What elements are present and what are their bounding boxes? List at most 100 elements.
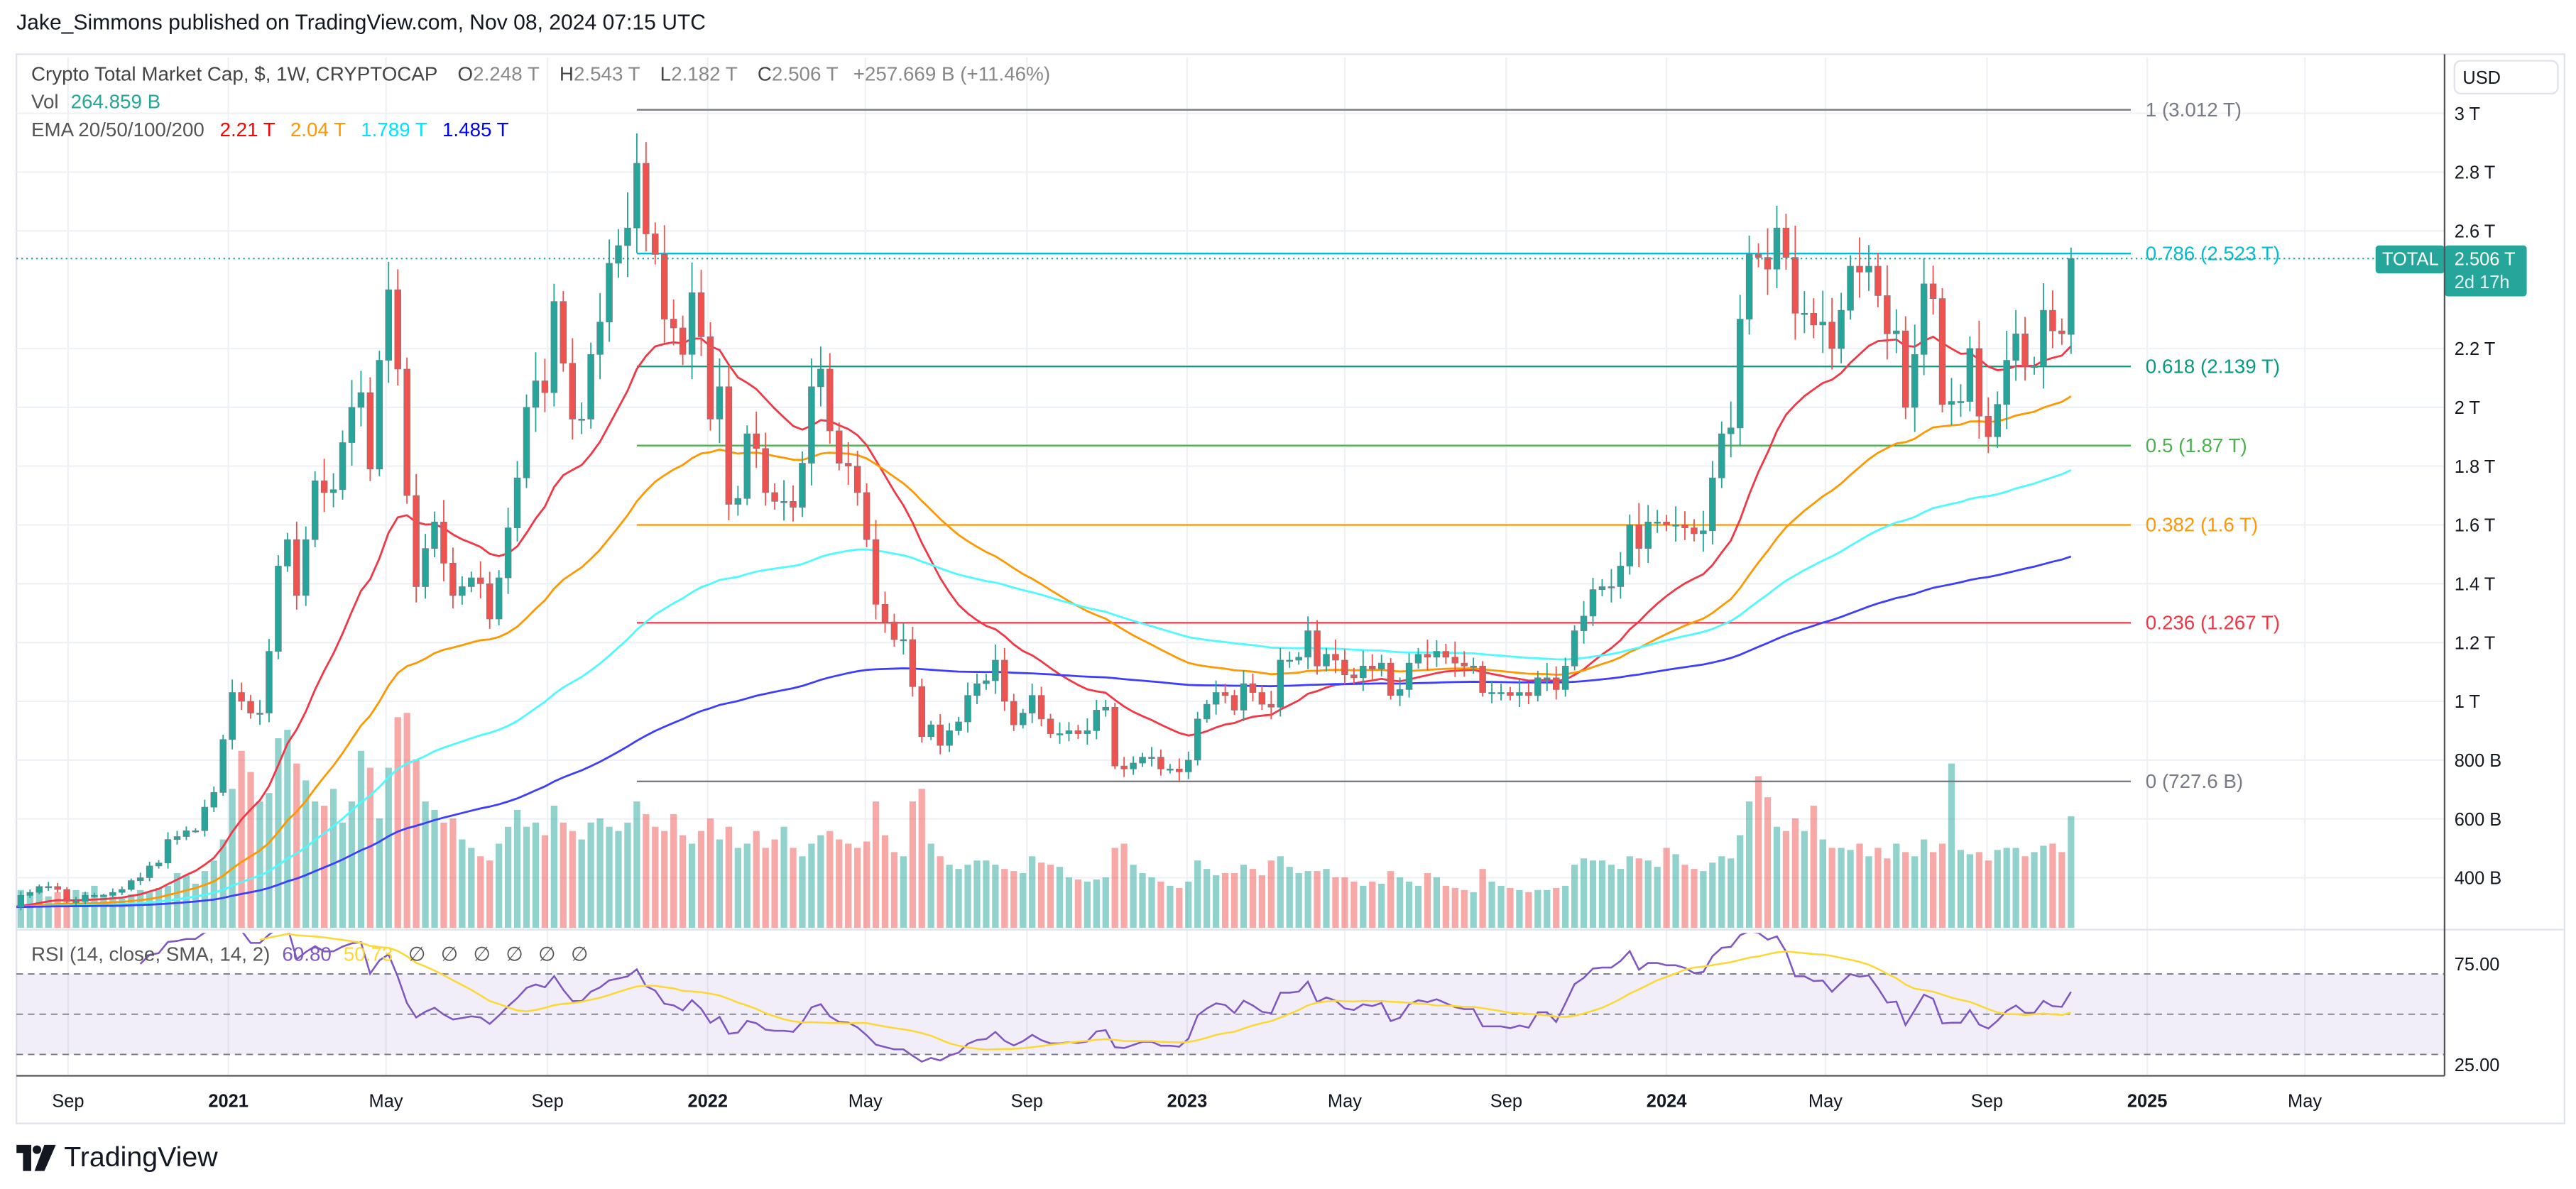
candle-body — [1332, 654, 1339, 661]
candle — [771, 483, 778, 510]
price-axis[interactable]: 3 T 2.8 T 2.6 T 2.2 T 2 T 1.8 T 1.6 T 1.4 T 1.2 … — [2455, 104, 2501, 889]
candle — [946, 723, 953, 752]
volume-bar — [504, 826, 512, 928]
time-axis[interactable]: Sep 2021 May Sep 2022 May Sep 2023 May Sep 2024 May… — [52, 1091, 2322, 1111]
volume-bar — [734, 848, 741, 928]
candle-body — [2012, 333, 2019, 361]
candle-body — [1681, 525, 1688, 528]
volume-bar — [1323, 869, 1330, 928]
symbol-tag[interactable]: TOTAL — [2375, 245, 2445, 274]
candle — [955, 716, 962, 735]
volume-bar — [36, 892, 43, 928]
candle-body — [1571, 630, 1578, 667]
candle-body — [2003, 360, 2010, 405]
volume-bar — [1074, 879, 1082, 928]
volume-bar — [1828, 848, 1835, 928]
candle-body — [1341, 659, 1348, 676]
volume-bar — [973, 860, 981, 928]
candle-body — [1718, 433, 1725, 478]
candle — [146, 861, 153, 882]
currency-button[interactable]: USD — [2453, 60, 2559, 95]
candle — [1304, 616, 1311, 669]
candle-body — [2021, 333, 2029, 367]
candle — [523, 394, 530, 488]
candle-body — [449, 562, 457, 596]
candle-body — [1433, 651, 1441, 658]
candle-body — [1561, 665, 1569, 690]
candle — [1911, 324, 1919, 432]
volume-bar — [348, 801, 356, 928]
candle — [366, 377, 374, 481]
last-price-tag[interactable]: 2.506 T 2d 17h — [2444, 245, 2527, 297]
volume-bar — [1580, 858, 1588, 928]
candle-body — [109, 892, 116, 896]
candle-body — [2049, 309, 2056, 332]
volume-bar — [155, 887, 163, 928]
candle-body — [431, 521, 438, 549]
volume-bar — [964, 865, 971, 928]
candle-body — [1985, 415, 1992, 437]
candle-body — [1736, 319, 1744, 429]
candle-body — [1589, 589, 1597, 617]
candle — [2049, 290, 2056, 349]
volume-bar — [1654, 867, 1661, 928]
volume-bar — [376, 818, 383, 928]
rsi-line — [139, 933, 2072, 1063]
candle-body — [256, 713, 263, 715]
candle-body — [1111, 706, 1118, 767]
candle — [1277, 648, 1284, 717]
candle-body — [890, 621, 898, 640]
last-price-tag-bg — [2444, 245, 2527, 297]
volume-bar — [1718, 856, 1725, 928]
price-axis-label: 2 T — [2455, 398, 2480, 418]
rsi-pane: 75.00 25.00 — [16, 933, 2499, 1075]
candle-body — [1782, 227, 1790, 258]
volume-bar — [1865, 856, 1872, 928]
volume-bar — [2003, 848, 2010, 928]
volume-bar — [1414, 885, 1422, 928]
ema-legend[interactable]: EMA 20/50/100/200 2.21 T 2.04 T 1.789 T … — [31, 119, 509, 141]
candle-body — [992, 659, 999, 681]
candle — [1194, 711, 1201, 766]
volume-bar — [808, 843, 815, 928]
candle-body — [523, 407, 530, 478]
volume-bar — [992, 865, 999, 928]
volume-bar — [1884, 858, 1891, 928]
volume-bar — [1176, 887, 1183, 928]
symbol-legend[interactable]: Crypto Total Market Cap, $, 1W, CRYPTOCA… — [31, 62, 1050, 85]
candle — [1691, 519, 1698, 542]
volume-bar — [532, 822, 540, 928]
candle — [275, 555, 282, 659]
volume-legend[interactable]: Vol 264.859 B — [31, 90, 160, 113]
volume-bar — [1525, 892, 1532, 928]
time-axis-label: May — [369, 1091, 403, 1111]
candle-body — [688, 292, 696, 355]
price-axis-label: 1 T — [2455, 692, 2480, 712]
fib-retracement[interactable]: 1 (3.012 T) 0.786 (2.523 T) 0.618 (2.139 T… — [636, 99, 2280, 792]
volume-bar — [881, 835, 889, 928]
rsi-sma-value: 50.73 — [343, 943, 393, 966]
candle-body — [790, 501, 797, 508]
volume-bar — [440, 822, 447, 928]
candle — [1598, 579, 1606, 597]
volume-bar — [1488, 881, 1495, 928]
rsi-legend[interactable]: RSI (14, close, SMA, 14, 2) 60.80 50.73 … — [31, 943, 588, 965]
volume-bar — [100, 894, 107, 928]
candle-body — [1810, 312, 1818, 326]
candle — [1544, 663, 1551, 691]
candle — [1718, 421, 1725, 488]
candle — [790, 485, 797, 522]
candle-body — [955, 721, 962, 731]
candle — [1635, 503, 1642, 567]
fib-level-label: 1 (3.012 T) — [2146, 99, 2242, 121]
volume-bar — [1681, 865, 1688, 928]
candle — [219, 735, 227, 796]
volume-bar — [1204, 869, 1211, 928]
candle-body — [1727, 427, 1735, 434]
tradingview-logo[interactable]: TradingView — [16, 1141, 218, 1174]
volume-bar — [1093, 879, 1100, 928]
candle — [927, 720, 934, 740]
volume-bar — [1341, 877, 1348, 928]
candle — [1001, 648, 1008, 711]
